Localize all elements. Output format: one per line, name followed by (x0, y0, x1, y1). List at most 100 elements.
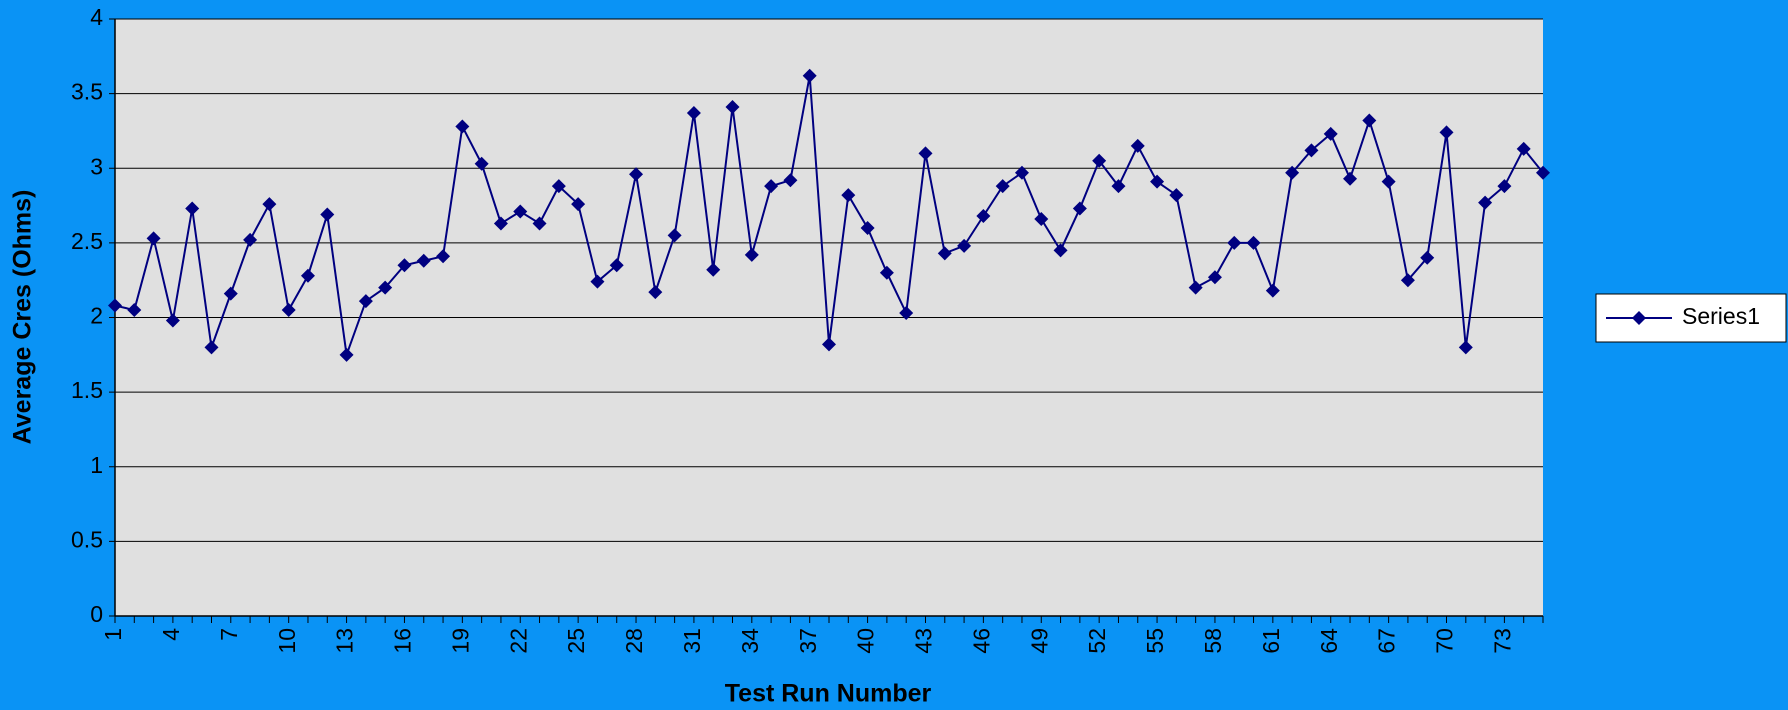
data-point (783, 173, 798, 188)
data-point (455, 119, 470, 134)
x-tick-label: 64 (1316, 628, 1342, 654)
data-point (1014, 165, 1029, 180)
data-point (764, 179, 779, 194)
y-axis-title: Average Cres (Ohms) (9, 190, 37, 445)
data-point (378, 280, 393, 295)
data-point (223, 286, 238, 301)
x-tick-label: 52 (1084, 628, 1110, 654)
data-point (1169, 188, 1184, 203)
data-point (1536, 165, 1550, 180)
x-axis-title: Test Run Number (725, 680, 932, 708)
data-point (899, 306, 914, 321)
y-tick-label: 3.5 (71, 79, 103, 105)
data-point (1497, 179, 1512, 194)
data-point (1092, 153, 1107, 168)
data-point (551, 179, 566, 194)
legend-marker (1632, 311, 1646, 325)
data-point (1150, 174, 1165, 189)
data-point (262, 197, 277, 212)
y-tick-label: 4 (90, 4, 103, 30)
x-tick-label: 58 (1200, 628, 1226, 654)
data-point (243, 232, 258, 247)
data-point (609, 258, 624, 273)
data-point (879, 265, 894, 280)
data-point (436, 249, 451, 264)
y-tick-label: 0.5 (71, 526, 103, 552)
data-point (108, 298, 122, 313)
y-tick-label: 3 (90, 153, 103, 179)
x-tick-label: 1 (100, 628, 126, 641)
x-tick-label: 37 (795, 628, 821, 654)
data-point (1362, 113, 1377, 128)
data-point (976, 209, 991, 224)
data-point (1343, 171, 1358, 186)
x-tick-label: 70 (1432, 628, 1458, 654)
data-point (937, 246, 952, 261)
data-point (1304, 143, 1319, 158)
data-point (706, 262, 721, 277)
x-tick-label: 10 (274, 628, 300, 654)
data-point (1130, 138, 1145, 153)
data-point (648, 285, 663, 300)
data-point (1420, 250, 1435, 265)
data-point (571, 197, 586, 212)
data-point (204, 340, 219, 355)
data-point (667, 228, 682, 243)
y-tick-label: 2 (90, 303, 103, 329)
x-tick-label: 4 (158, 628, 184, 641)
data-point (918, 146, 933, 161)
data-point (1265, 283, 1280, 298)
data-point (358, 294, 373, 309)
data-point (841, 188, 856, 203)
x-tick-label: 22 (505, 628, 531, 654)
y-tick-label: 1 (90, 452, 103, 478)
x-tick-label: 7 (216, 628, 242, 641)
y-tick-label: 0 (90, 601, 103, 627)
x-tick-label: 43 (911, 628, 937, 654)
data-point (995, 179, 1010, 194)
data-point (165, 313, 180, 328)
data-point (590, 274, 605, 289)
x-tick-label: 67 (1374, 628, 1400, 654)
data-point (1188, 280, 1203, 295)
x-tick-label: 28 (621, 628, 647, 654)
data-point (185, 201, 200, 216)
data-point (822, 337, 836, 352)
data-point (802, 68, 817, 83)
x-tick-label: 40 (853, 628, 879, 654)
x-tick-label: 34 (737, 628, 763, 654)
x-tick-label: 19 (447, 628, 473, 654)
data-point (1034, 211, 1049, 226)
data-point (493, 216, 508, 231)
data-point (1072, 201, 1087, 216)
legend-label: Series1 (1682, 303, 1760, 329)
data-point (1323, 126, 1338, 141)
data-point (1458, 340, 1473, 355)
data-point (1478, 195, 1493, 210)
data-point (416, 253, 431, 268)
x-tick-label: 55 (1142, 628, 1168, 654)
data-point (1439, 125, 1454, 140)
x-tick-label: 49 (1026, 628, 1052, 654)
x-tick-label: 25 (563, 628, 589, 654)
y-tick-label: 1.5 (71, 377, 103, 403)
data-point (1053, 243, 1068, 258)
data-point (1285, 165, 1300, 180)
data-point (860, 220, 875, 235)
data-point (629, 167, 644, 182)
x-tick-label: 61 (1258, 628, 1284, 654)
x-tick-label: 73 (1489, 628, 1515, 654)
data-point (725, 100, 740, 115)
y-tick-label: 2.5 (71, 228, 103, 254)
x-tick-label: 31 (679, 628, 705, 654)
data-point (686, 106, 701, 121)
data-point (146, 231, 161, 246)
data-point (1516, 141, 1531, 156)
data-point (1381, 174, 1396, 189)
x-tick-label: 16 (390, 628, 416, 654)
data-point (397, 258, 412, 273)
data-point (281, 303, 296, 318)
data-point (744, 247, 759, 262)
data-point (127, 303, 142, 318)
data-point (339, 347, 354, 362)
